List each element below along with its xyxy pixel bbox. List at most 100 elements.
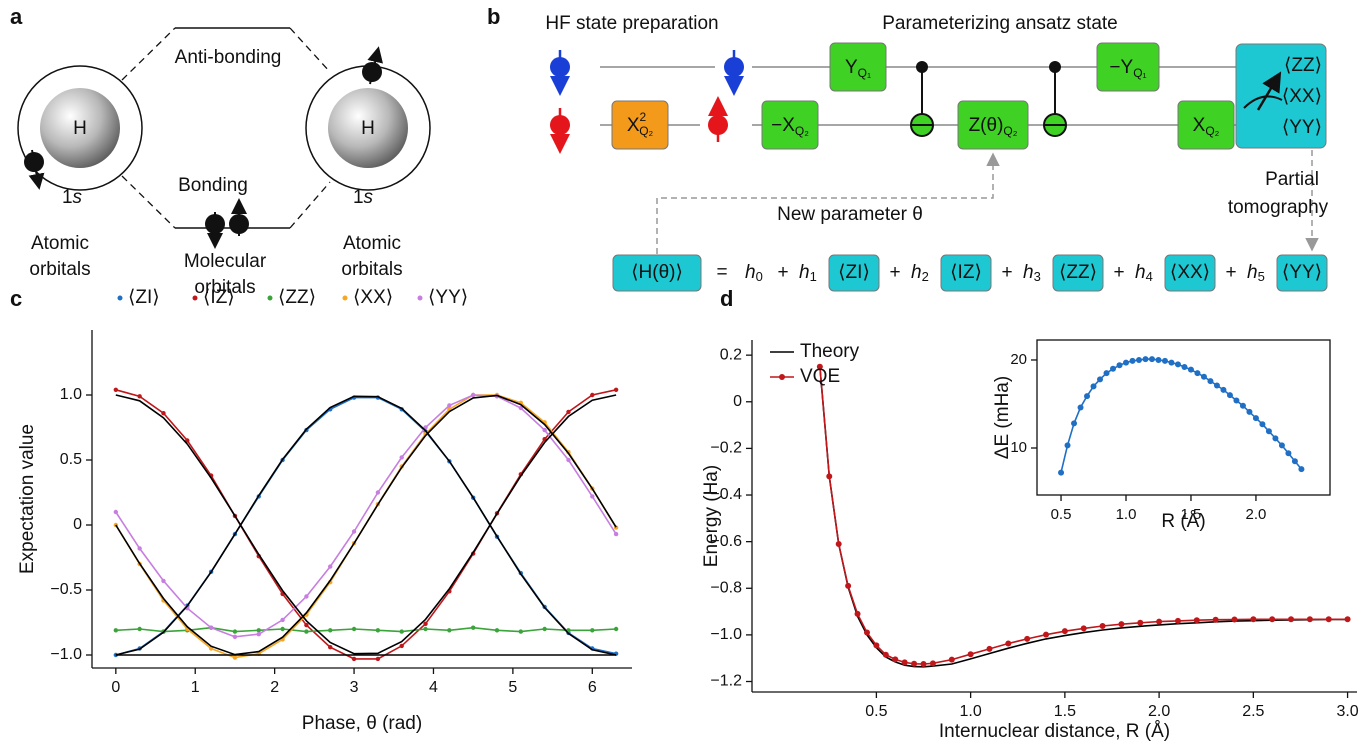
caption: orbitals [194,277,255,298]
data-point [920,661,927,668]
plus-sign: + [1113,262,1124,283]
data-point [542,427,547,433]
y-tick-label: 1.0 [60,386,82,403]
data-point [351,529,357,534]
y-tick-label: −1.0 [710,626,742,643]
coefficient-symbol: h [745,262,756,283]
circuit-diagram: HF state preparation Parameterizing ansa… [545,13,1329,254]
equation-equals: = [716,262,727,283]
x-tick-label: 3 [350,679,359,696]
gate-sub: Q₁ [858,66,871,80]
data-point [423,621,428,626]
legend-marker [267,295,273,301]
level-label: Bonding [178,175,248,196]
data-point [1123,359,1130,366]
coefficient-index: 5 [1258,269,1265,284]
x-tick-label: 2.0 [1148,703,1170,720]
data-point [1174,617,1181,624]
data-point [1239,402,1246,409]
y-tick-label: −0.5 [50,581,82,598]
data-point [137,394,142,399]
data-point [1231,616,1238,623]
data-point [375,490,381,495]
data-point [232,634,238,639]
x-tick-label: 1 [191,679,200,696]
x-tick-label: 0.5 [1051,506,1072,523]
x-tick-label: 1.5 [1181,506,1202,523]
data-point [1043,631,1050,638]
data-point [1099,623,1106,630]
legend-label: ⟨IZ⟩ [203,287,235,308]
data-point [1272,435,1279,442]
gate-label: YQ₁ [845,57,871,80]
data-point [137,546,142,551]
data-point [494,628,500,633]
series-line [115,394,617,638]
x-axis-label: Phase, θ (rad) [302,713,422,734]
y-axis-label: ΔE (mHa) [992,376,1013,459]
data-point [280,617,285,623]
gate-op: Z(θ) [969,115,1004,136]
gate-sup: 2 [640,110,647,124]
caption: orbitals [341,259,402,280]
coefficient: h5 [1247,262,1265,284]
caption: Atomic [31,233,89,254]
gate-op: −Y [1109,57,1133,78]
y-tick-label: −0.8 [710,579,742,596]
plus-sign: + [889,262,900,283]
data-point [1265,428,1272,435]
data-point [1194,370,1201,377]
y-tick-label: 0.2 [720,346,742,363]
data-point [1080,625,1087,632]
gate-label: −XQ₂ [771,115,809,138]
x-tick-label: 4 [429,679,438,696]
data-point [911,660,918,667]
data-point [1187,366,1194,373]
gate-sub: Q₂ [639,124,653,138]
data-point [1344,616,1351,623]
cnot-control [916,61,928,73]
y-axis-label: Energy (Ha) [701,465,722,567]
data-point [351,626,357,632]
gate [829,42,887,92]
section-title: HF state preparation [545,13,718,34]
y-tick-label: 10 [1010,439,1027,456]
gate [611,100,669,150]
legend-label: ⟨XX⟩ [353,287,393,308]
y-tick-label: 0 [733,393,742,410]
tomography-output: ⟨ZZ⟩ [1284,55,1322,76]
gate-op: −X [771,115,795,136]
series-line [819,366,1348,668]
data-point [399,455,404,460]
coefficient-symbol: h [1135,262,1146,283]
data-point [613,626,619,632]
caption: orbitals [29,259,90,280]
gate-label: Z(θ)Q₂ [969,115,1018,138]
data-point [1142,356,1149,363]
operator-box [612,254,702,292]
data-point [399,629,404,634]
operator-box [1276,254,1328,292]
data-point [1155,356,1162,363]
coefficient-symbol: h [799,262,810,283]
data-point [590,628,595,633]
legend-label: ⟨ZI⟩ [128,287,160,308]
legend-label: ⟨ZZ⟩ [278,287,316,308]
coefficient-index: 4 [1146,269,1153,284]
data-point [113,509,119,515]
data-point [986,645,993,652]
x-tick-label: 6 [588,679,597,696]
y-tick-label: −0.4 [710,486,742,503]
theory-line [115,394,617,656]
panel-label: a [10,4,23,29]
legend-marker [779,374,785,380]
data-point [566,409,571,415]
data-point [1148,356,1155,363]
coefficient-symbol: h [911,262,922,283]
x-tick-label: 1.5 [1054,703,1076,720]
data-point [1129,357,1136,364]
data-point [375,628,381,633]
tomography-output: ⟨YY⟩ [1282,117,1322,138]
orbital-n: 1 [62,187,73,208]
coefficient: h4 [1135,262,1153,284]
